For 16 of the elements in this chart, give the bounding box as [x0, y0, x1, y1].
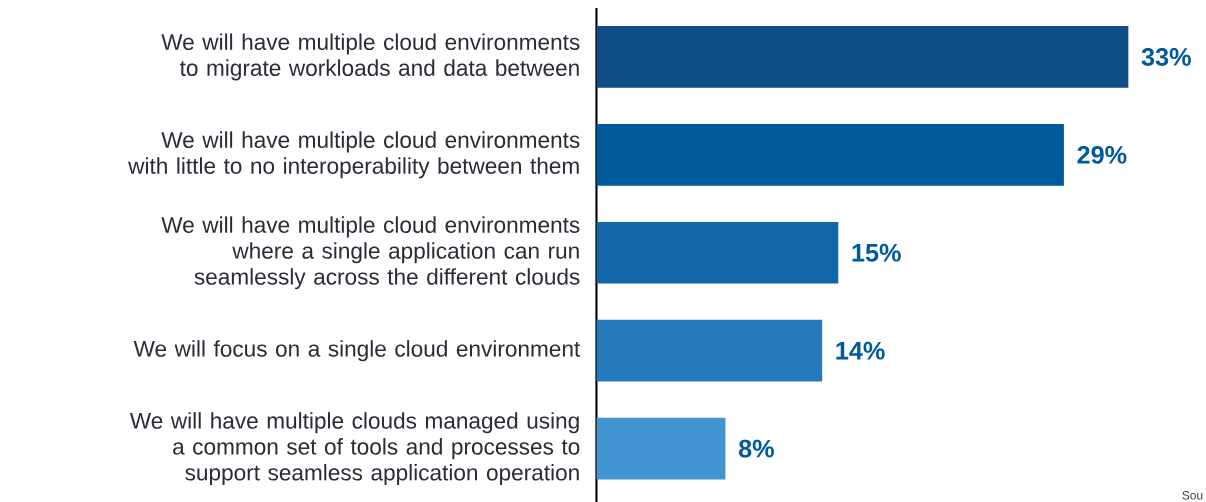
bar: [596, 123, 1064, 186]
y-tick-label: We will have multiple cloud environments with little to no interoperability between them: [128, 131, 580, 179]
data-label: 15%: [852, 243, 901, 262]
y-tick-label: We will have multiple cloud environments where a single application can run seamlessly across the different clouds: [161, 216, 580, 289]
y-tick-label: We will have multiple cloud environments to migrate workloads and data between: [161, 33, 580, 81]
data-label: 14%: [836, 341, 885, 360]
y-tick-label: We will have multiple clouds managed using a common set of tools and processes to support seamless application operation: [129, 411, 580, 485]
bar: [596, 417, 726, 480]
bar: [596, 319, 823, 382]
bar: [596, 25, 1129, 88]
bar: [596, 221, 839, 284]
data-label: 33%: [1141, 47, 1191, 66]
data-label: 8%: [738, 439, 774, 458]
y-tick-label: We will focus on a single cloud environment: [133, 339, 581, 361]
text: Sou: [1182, 490, 1203, 500]
data-label: 29%: [1077, 145, 1127, 164]
